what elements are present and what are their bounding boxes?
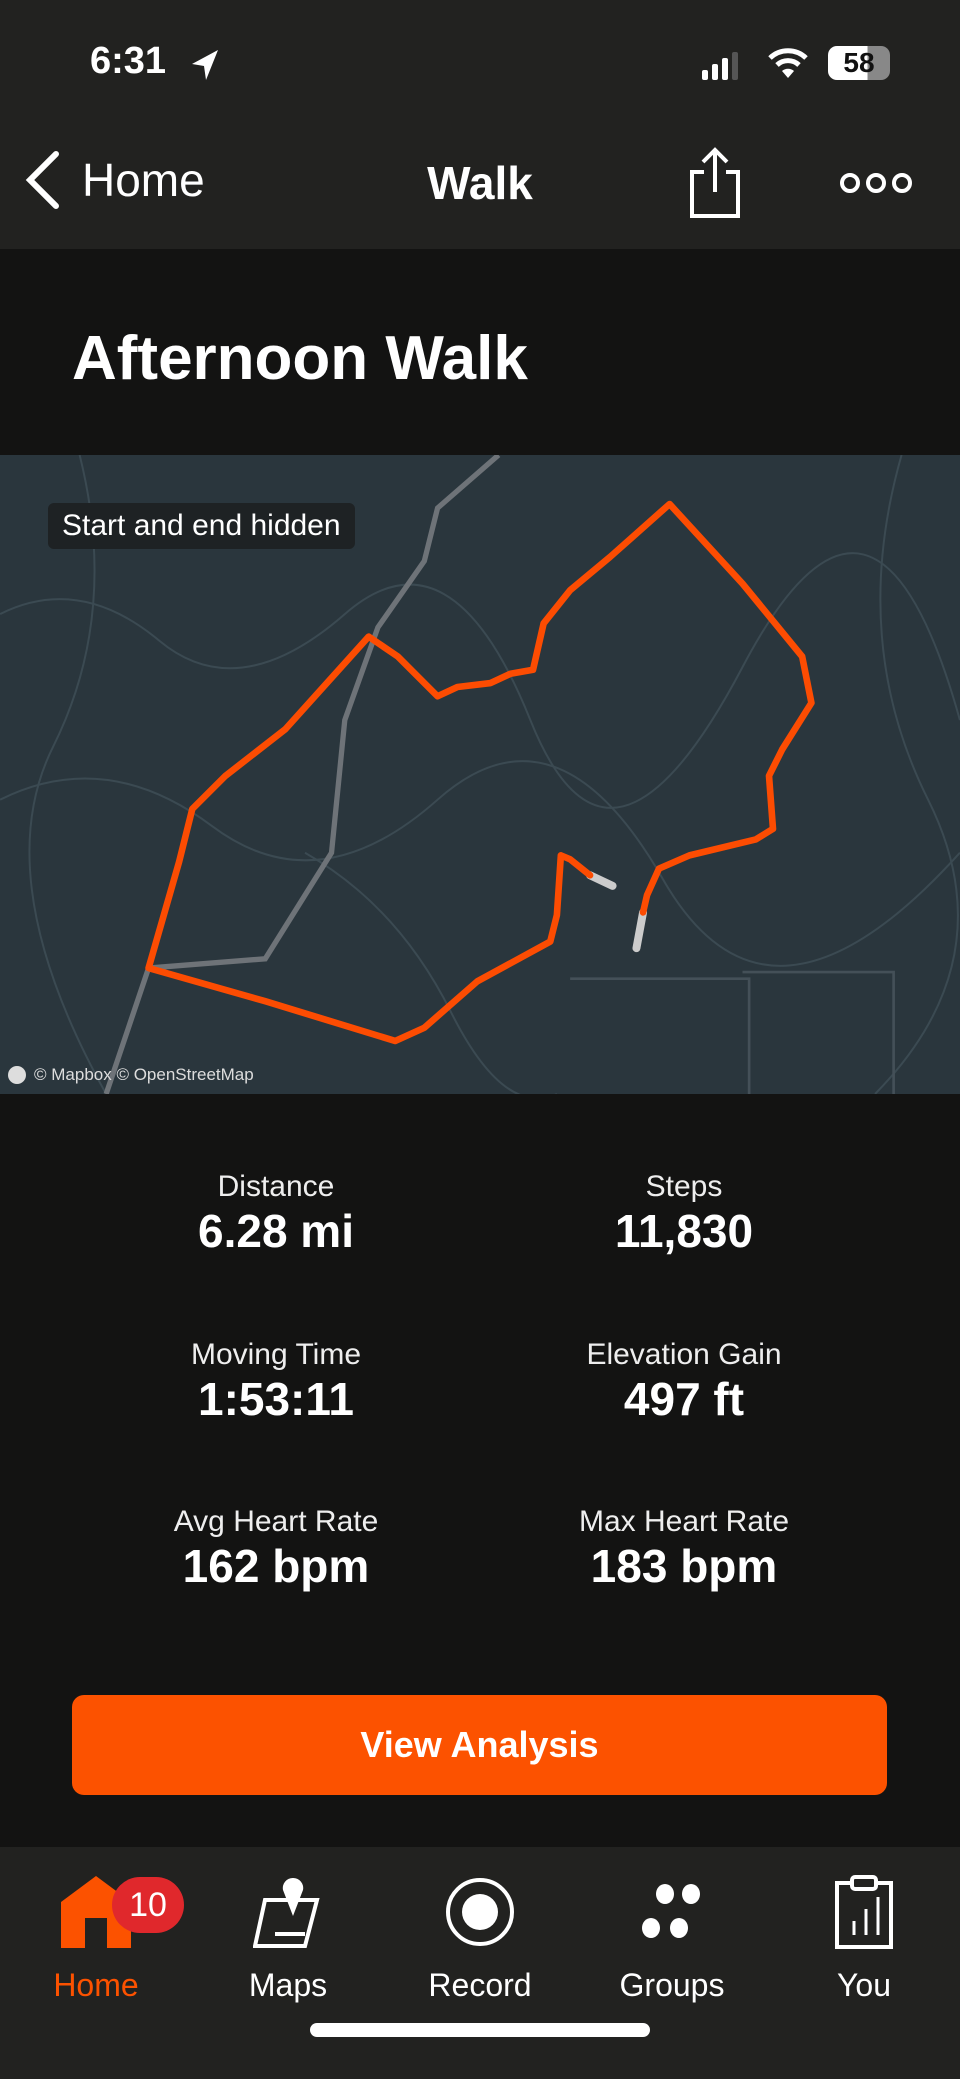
page-title: Walk <box>427 157 533 209</box>
stat-elevation-gain: Elevation Gain 497 ft <box>484 1338 884 1426</box>
tab-label: Maps <box>248 1967 328 2003</box>
home-indicator <box>310 2023 650 2037</box>
tab-label: Groups <box>619 1967 725 2003</box>
status-time: 6:31 <box>90 40 167 82</box>
tab-record[interactable]: Record <box>384 1867 576 2017</box>
stat-value: 162 bpm <box>182 1540 370 1592</box>
stat-value: 1:53:11 <box>197 1373 354 1425</box>
map-attribution[interactable]: © Mapbox © OpenStreetMap <box>8 1065 254 1085</box>
stat-value: 183 bpm <box>590 1540 778 1592</box>
back-label: Home <box>82 154 205 206</box>
stat-distance: Distance 6.28 mi <box>76 1170 476 1258</box>
groups-icon <box>642 1884 700 1938</box>
tab-maps[interactable]: Maps <box>192 1867 384 2017</box>
stat-moving-time: Moving Time 1:53:11 <box>76 1338 476 1426</box>
stat-value: 497 ft <box>623 1373 745 1425</box>
tab-bar: Home 10 Maps Record Groups You <box>0 1847 960 2079</box>
stat-label: Distance <box>217 1170 335 1203</box>
signal-icon <box>702 52 738 80</box>
stat-value: 11,830 <box>614 1205 754 1257</box>
tab-label: You <box>837 1967 891 2003</box>
stat-avg-heart-rate: Avg Heart Rate 162 bpm <box>76 1505 476 1593</box>
wifi-icon <box>768 48 808 78</box>
view-analysis-button[interactable]: View Analysis <box>72 1695 887 1795</box>
route-map[interactable]: Start and end hidden © Mapbox © OpenStre… <box>0 455 960 1094</box>
stat-steps: Steps 11,830 <box>484 1170 884 1258</box>
maps-icon <box>253 1877 320 1948</box>
stat-label: Steps <box>645 1170 723 1203</box>
location-arrow-icon <box>192 50 218 80</box>
map-road <box>103 455 501 1094</box>
tab-you[interactable]: You <box>768 1867 960 2017</box>
route-map-canvas <box>0 455 960 1094</box>
nav-bar: Home Walk <box>0 110 960 249</box>
activity-title: Afternoon Walk <box>72 324 528 393</box>
status-bar: 6:31 58 <box>0 0 960 110</box>
more-options-icon[interactable] <box>838 168 914 198</box>
notification-badge: 10 <box>112 1877 184 1933</box>
stat-label: Elevation Gain <box>586 1338 782 1371</box>
attribution-text: © Mapbox © OpenStreetMap <box>34 1065 254 1084</box>
clipboard-chart-icon <box>835 1875 893 1949</box>
record-icon <box>446 1878 514 1946</box>
route-line <box>145 500 815 1045</box>
share-icon[interactable] <box>688 146 742 218</box>
tab-label: Home <box>53 1967 139 2003</box>
chevron-left-icon <box>25 151 59 209</box>
stat-label: Moving Time <box>190 1338 362 1371</box>
battery-icon: 58 <box>828 46 890 80</box>
privacy-chip: Start and end hidden <box>48 503 355 549</box>
stat-label: Avg Heart Rate <box>173 1505 379 1538</box>
map-terrain <box>0 455 960 1094</box>
tab-groups[interactable]: Groups <box>576 1867 768 2017</box>
map-boundary <box>570 970 895 1094</box>
back-button[interactable]: Home <box>24 150 205 210</box>
stat-value: 6.28 mi <box>198 1205 354 1257</box>
activity-header: Afternoon Walk <box>0 249 960 455</box>
tab-home[interactable]: Home 10 <box>0 1867 192 2017</box>
mapbox-logo-icon <box>8 1066 26 1084</box>
stat-label: Max Heart Rate <box>578 1505 790 1538</box>
stat-max-heart-rate: Max Heart Rate 183 bpm <box>484 1505 884 1593</box>
tab-label: Record <box>428 1967 532 2003</box>
